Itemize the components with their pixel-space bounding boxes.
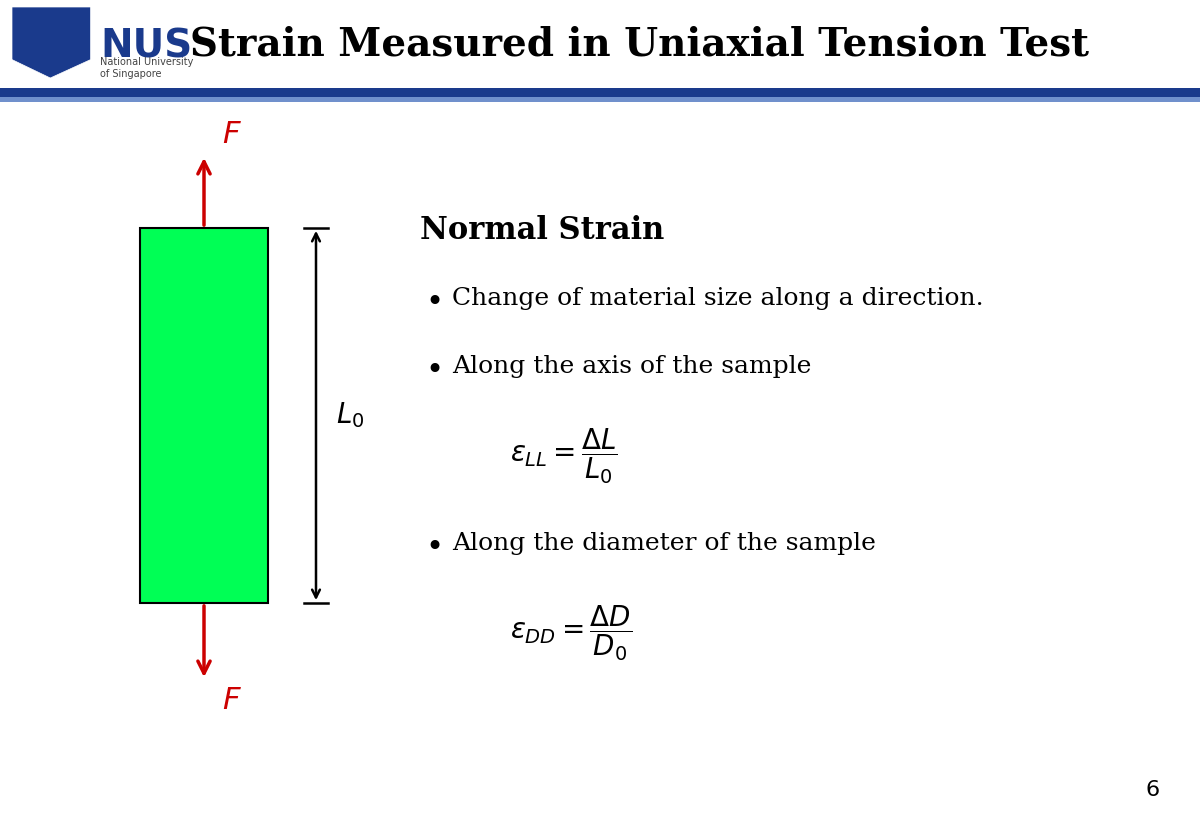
Text: $F$: $F$ [222, 119, 242, 150]
Text: •: • [425, 356, 443, 385]
Text: $\varepsilon_{DD} = \dfrac{\Delta D}{D_0}$: $\varepsilon_{DD} = \dfrac{\Delta D}{D_0… [510, 604, 632, 663]
Bar [0, 88, 1200, 97]
Text: Normal Strain: Normal Strain [420, 215, 665, 246]
Text: National University
of Singapore: National University of Singapore [100, 57, 193, 79]
Text: NUS: NUS [100, 27, 192, 65]
Text: Change of material size along a direction.: Change of material size along a directio… [452, 287, 984, 310]
Bar [0, 97, 1200, 102]
Text: Strain Measured in Uniaxial Tension Test: Strain Measured in Uniaxial Tension Test [191, 25, 1090, 63]
Text: •: • [425, 288, 443, 317]
Text: 6: 6 [1146, 780, 1160, 800]
Text: $F$: $F$ [222, 685, 242, 716]
Polygon shape [12, 7, 91, 78]
Text: •: • [425, 533, 443, 562]
Text: $\varepsilon_{LL} = \dfrac{\Delta L}{L_0}$: $\varepsilon_{LL} = \dfrac{\Delta L}{L_0… [510, 427, 618, 486]
Text: $L_0$: $L_0$ [336, 401, 365, 430]
Text: Along the axis of the sample: Along the axis of the sample [452, 355, 811, 378]
Bar [140, 228, 268, 603]
Text: Along the diameter of the sample: Along the diameter of the sample [452, 532, 876, 555]
